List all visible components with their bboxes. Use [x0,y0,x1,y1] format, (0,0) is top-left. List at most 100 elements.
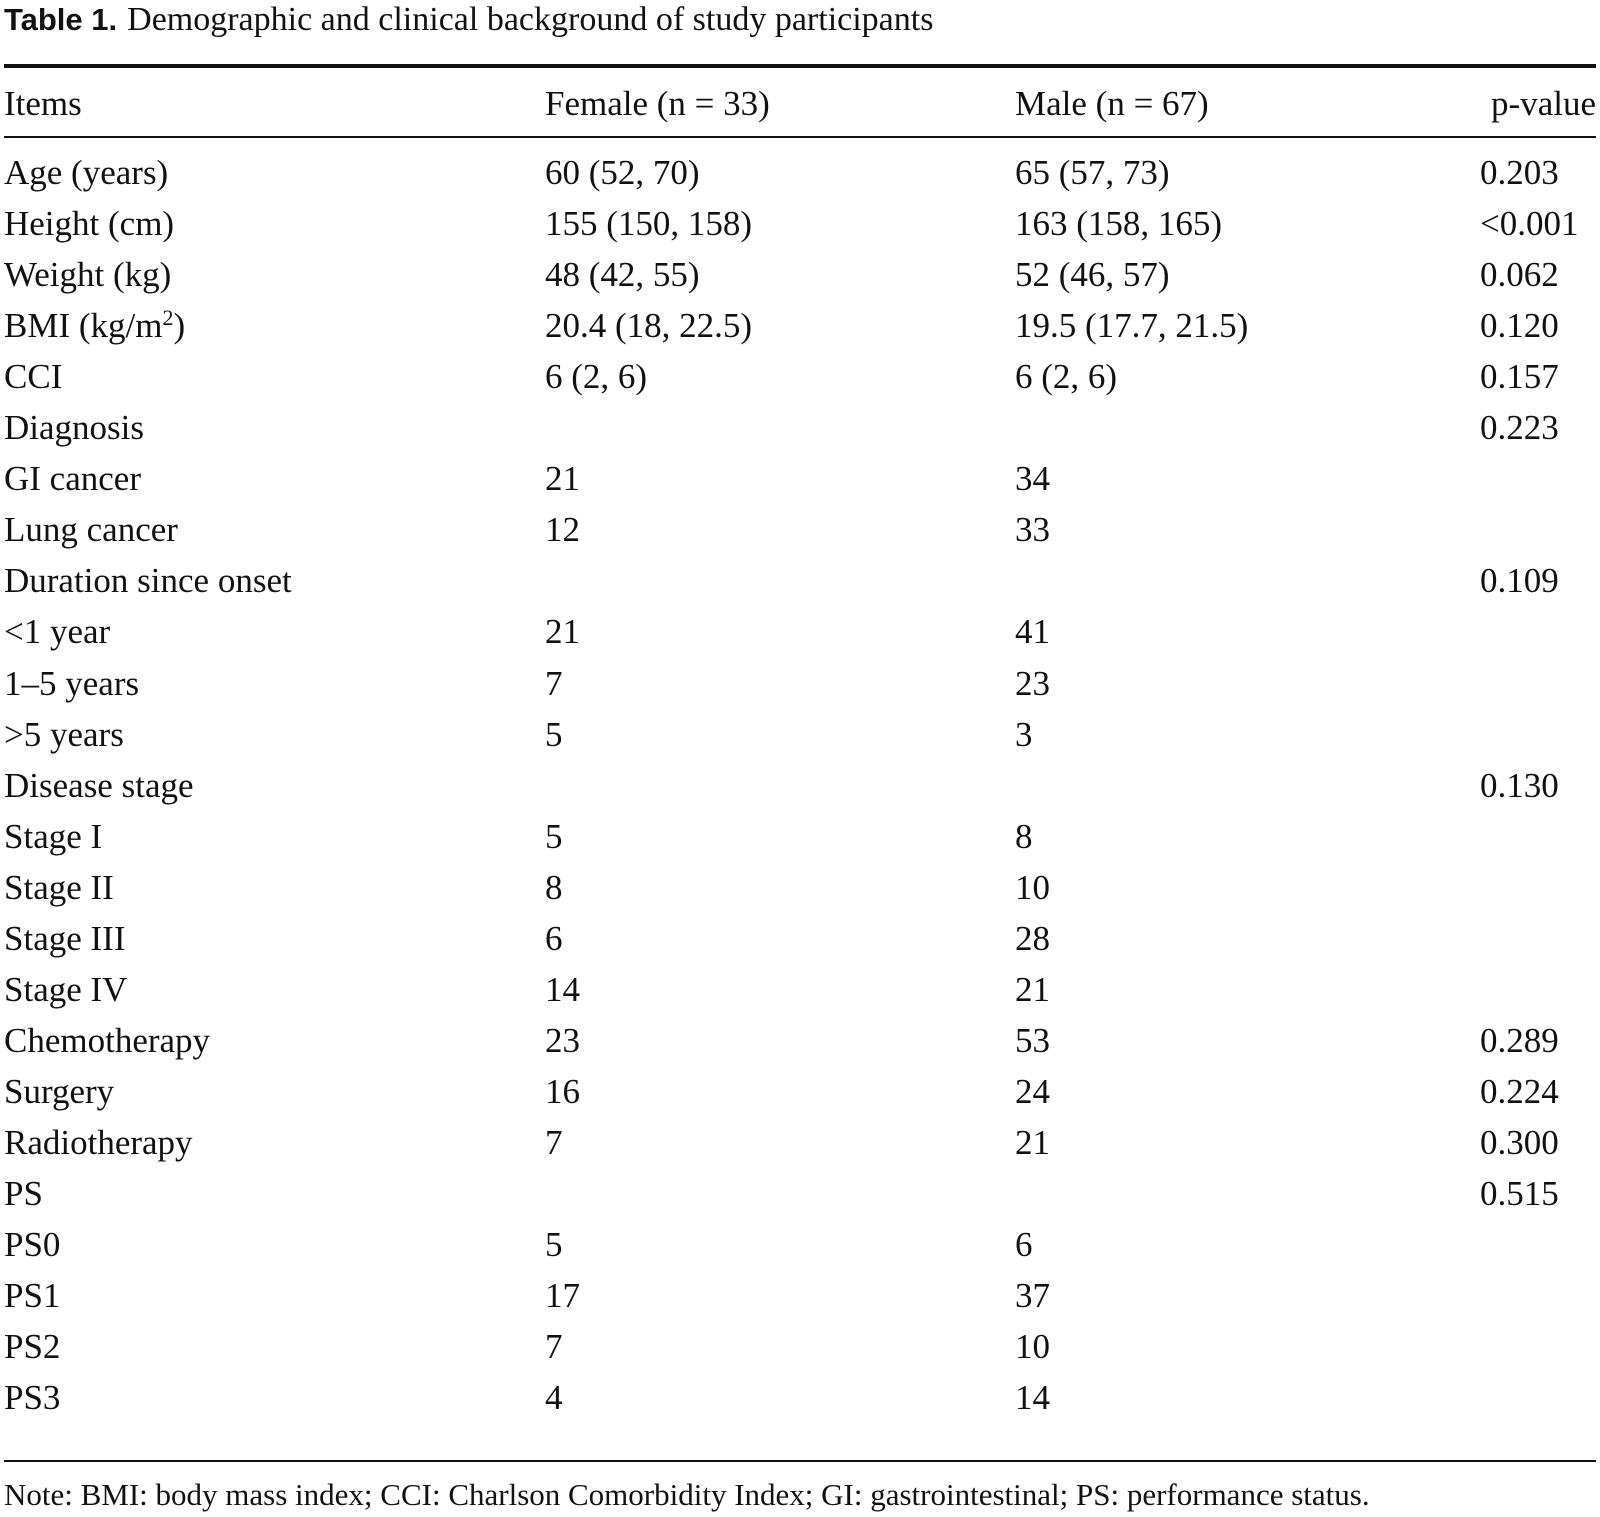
cell-female: 6 (2, 6) [545,357,648,397]
cell-male: 24 [1015,1071,1050,1111]
table-row: Age (years) 60 (52, 70) 65 (57, 73) 0.203 [0,147,1600,199]
table-row: Stage I 5 8 [0,811,1600,863]
cell-female: 23 [545,1020,580,1060]
cell-item: Stage I [4,816,103,856]
cell-male: 10 [1015,867,1050,907]
table-header-row: Items Female (n = 33) Male (n = 67) p-va… [0,78,1600,130]
cell-item: Lung cancer [4,510,178,550]
cell-item: Stage III [4,918,126,958]
cell-female: 5 [545,714,563,754]
cell-female: 8 [545,867,563,907]
table-row: Stage III 6 28 [0,913,1600,965]
table-row: >5 years 5 3 [0,709,1600,761]
cell-item-text: BMI (kg/m [4,306,163,346]
cell-p-value: 0.157 [1480,357,1559,397]
cell-male: 33 [1015,510,1050,550]
table-row: GI cancer 21 34 [0,453,1600,505]
cell-item: 1–5 years [4,663,140,703]
table-row: PS2 7 10 [0,1321,1600,1373]
cell-item: PS3 [4,1378,61,1418]
table-row: Disease stage 0.130 [0,760,1600,812]
table-row: Duration since onset 0.109 [0,555,1600,607]
cell-p-value: 0.224 [1480,1071,1559,1111]
caption-label: Table 1. [4,2,118,37]
cell-p-value: 0.120 [1480,306,1559,346]
table-caption: Table 1. Demographic and clinical backgro… [4,0,933,40]
table-row: Weight (kg) 48 (42, 55) 52 (46, 57) 0.062 [0,249,1600,301]
cell-female: 20.4 (18, 22.5) [545,306,753,346]
table-row: Height (cm) 155 (150, 158) 163 (158, 165) <… [0,198,1600,250]
cell-p-value: 0.515 [1480,1174,1559,1213]
cell-male: 6 [1015,1225,1033,1265]
cell-female: 7 [545,1122,563,1162]
cell-male: 53 [1015,1020,1050,1060]
table-row: PS1 17 37 [0,1270,1600,1322]
cell-p-value: 0.289 [1480,1020,1559,1060]
table-row: Chemotherapy 23 53 0.289 [0,1015,1600,1067]
cell-female: 5 [545,816,563,856]
bottom-rule [4,1460,1596,1462]
cell-item: Diagnosis [4,408,144,448]
cell-item: <1 year [4,612,111,652]
cell-p-value: <0.001 [1480,204,1579,244]
table-row: PS 0.515 [0,1168,1600,1220]
cell-male: 34 [1015,459,1050,499]
table-row: Radiotherapy 7 21 0.300 [0,1117,1600,1169]
column-header-female: Female (n = 33) [545,84,770,123]
top-rule [4,64,1596,68]
cell-male: 163 (158, 165) [1015,204,1223,244]
cell-female: 21 [545,459,580,499]
cell-item: Stage II [4,867,114,907]
cell-male: 19.5 (17.7, 21.5) [1015,306,1249,346]
cell-item-superscript: 2 [162,305,174,331]
cell-item: Radiotherapy [4,1122,193,1162]
table-row: Surgery 16 24 0.224 [0,1066,1600,1118]
cell-male: 21 [1015,969,1050,1009]
cell-item: PS0 [4,1225,61,1265]
cell-male: 52 (46, 57) [1015,255,1170,295]
cell-female: 16 [545,1071,580,1111]
cell-male: 21 [1015,1122,1050,1162]
cell-male: 8 [1015,816,1033,856]
cell-item: Duration since onset [4,561,292,601]
cell-female: 155 (150, 158) [545,204,753,244]
cell-p-value: 0.130 [1480,765,1559,805]
cell-item: Age (years) [4,153,169,192]
cell-item: CCI [4,357,63,397]
table-row: Diagnosis 0.223 [0,402,1600,454]
table-note: Note: BMI: body mass index; CCI: Charlso… [4,1477,1370,1512]
cell-female: 7 [545,1327,563,1367]
cell-item: PS [4,1174,43,1213]
cell-male: 14 [1015,1378,1050,1418]
cell-p-value: 0.300 [1480,1122,1559,1162]
cell-p-value: 0.203 [1480,153,1559,192]
cell-female: 21 [545,612,580,652]
cell-item: Surgery [4,1071,115,1111]
table-row: CCI 6 (2, 6) 6 (2, 6) 0.157 [0,351,1600,403]
table-row: BMI (kg/m2) 20.4 (18, 22.5) 19.5 (17.7, 21… [0,300,1600,352]
table-row: Stage II 8 10 [0,862,1600,914]
table-row: 1–5 years 7 23 [0,658,1600,710]
cell-item: Stage IV [4,969,128,1009]
table-row: PS0 5 6 [0,1219,1600,1271]
cell-item: Chemotherapy [4,1020,211,1060]
cell-male: 3 [1015,714,1033,754]
cell-female: 14 [545,969,580,1009]
cell-male: 28 [1015,918,1050,958]
column-header-items: Items [4,84,82,123]
caption-text: Demographic and clinical background of s… [127,1,934,38]
cell-female: 5 [545,1225,563,1265]
table-row: Lung cancer 12 33 [0,504,1600,556]
cell-item-suffix: ) [173,306,186,346]
cell-female: 6 [545,918,563,958]
cell-male: 65 (57, 73) [1015,153,1170,192]
table-row: PS3 4 14 [0,1372,1600,1424]
cell-male: 37 [1015,1276,1050,1316]
cell-male: 10 [1015,1327,1050,1367]
table-row: Stage IV 14 21 [0,964,1600,1016]
column-header-male: Male (n = 67) [1015,84,1209,123]
cell-p-value: 0.223 [1480,408,1559,448]
column-header-p-value: p-value [1491,84,1596,123]
cell-female: 48 (42, 55) [545,255,700,295]
